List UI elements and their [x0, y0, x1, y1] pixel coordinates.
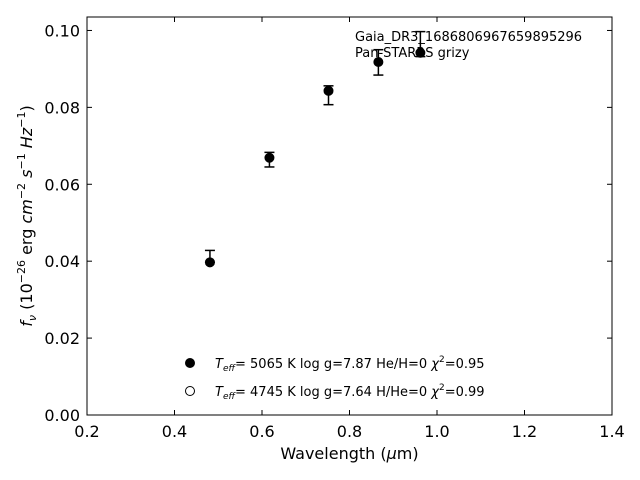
- x-axis-label-post: m): [397, 444, 419, 463]
- legend-label: Teff= 4745 K log g=7.64 H/He=0 χ2=0.99: [215, 383, 485, 402]
- y-tick-label: 0.06: [44, 175, 80, 194]
- x-tick-label: 1.4: [599, 422, 624, 441]
- x-tick-label: 1.2: [512, 422, 537, 441]
- x-tick-label: 0.2: [74, 422, 99, 441]
- data-points: [204, 30, 426, 268]
- x-tick-label: 0.8: [337, 422, 362, 441]
- legend-marker: [185, 358, 195, 368]
- y-axis-label: fν (10−26 erg cm−2 s−1 Hz−1): [15, 105, 39, 326]
- y-tick-label: 0.10: [44, 21, 80, 40]
- plot-frame: [86, 16, 613, 416]
- y-axis: 0.00 0.02 0.04 0.06 0.08 0.10: [44, 21, 612, 425]
- x-tick-label: 1.0: [424, 422, 449, 441]
- annotation-survey: Pan-STARRS grizy: [355, 46, 470, 61]
- y-tick-label: 0.08: [44, 98, 80, 117]
- legend: Teff= 5065 K log g=7.87 He/H=0 χ2=0.95 Te…: [185, 355, 485, 402]
- x-axis-label-pre: Wavelength (: [280, 444, 386, 463]
- y-tick-label: 0.00: [44, 406, 80, 425]
- data-point: [204, 257, 215, 268]
- y-tick-label: 0.02: [44, 329, 80, 348]
- legend-marker: [185, 386, 195, 396]
- x-axis-label-mu: μ: [386, 444, 397, 463]
- x-axis: 0.2 0.4 0.6 0.8 1.0 1.2 1.4: [74, 17, 625, 441]
- x-tick-label: 0.6: [249, 422, 274, 441]
- data-point: [323, 85, 334, 96]
- y-tick-label: 0.04: [44, 252, 80, 271]
- data-point: [373, 56, 384, 67]
- legend-label: Teff= 5065 K log g=7.87 He/H=0 χ2=0.95: [215, 355, 485, 374]
- annotation-object-id: Gaia_DR3_1686806967659895296: [355, 30, 582, 45]
- data-point: [415, 47, 426, 58]
- x-axis-label: Wavelength (μm): [280, 444, 418, 463]
- x-tick-label: 0.4: [162, 422, 187, 441]
- data-point: [264, 152, 275, 163]
